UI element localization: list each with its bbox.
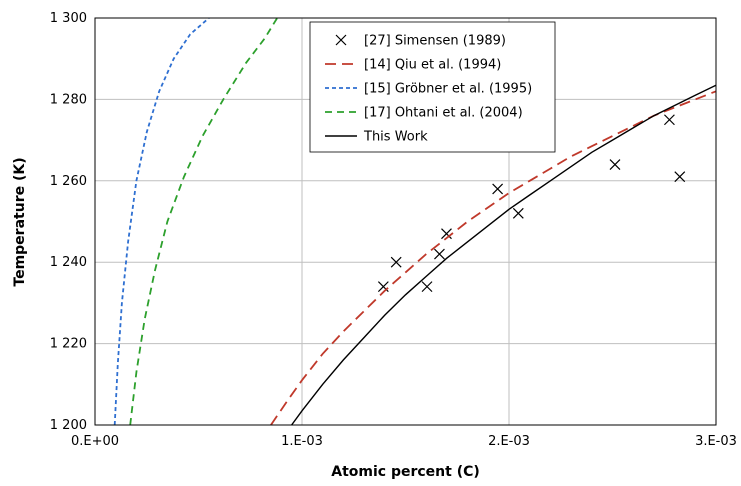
- y-tick-label: 1 200: [50, 418, 87, 433]
- x-tick-label: 0.E+00: [71, 434, 119, 449]
- data-point-marker: [512, 207, 524, 219]
- series-line: [129, 18, 278, 425]
- y-tick-label: 1 220: [50, 337, 87, 352]
- legend-marker: [335, 34, 347, 46]
- data-point-marker: [674, 171, 686, 183]
- series-layer: [113, 18, 716, 425]
- legend-label: [27] Simensen (1989): [364, 34, 506, 49]
- legend-box: [309, 21, 556, 153]
- legend-label: [15] Gröbner et al. (1995): [364, 82, 532, 97]
- x-tick-label: 1.E-03: [281, 434, 323, 449]
- y-tick-label: 1 260: [50, 174, 87, 189]
- legend-label: [14] Qiu et al. (1994): [364, 58, 501, 73]
- data-point-marker: [441, 228, 452, 240]
- data-point-marker: [421, 281, 433, 293]
- data-point-marker: [664, 114, 675, 126]
- y-tick-label: 1 300: [50, 11, 87, 26]
- legend: [27] Simensen (1989) [14] Qiu et al. (199…: [309, 21, 556, 153]
- legend-label: [17] Ohtani et al. (2004): [364, 106, 523, 121]
- data-point-marker: [377, 281, 389, 293]
- y-tick-label: 1 240: [50, 255, 87, 270]
- data-point-marker: [609, 159, 621, 170]
- tick-labels: 1 200 1 220 1 240 1 260 1 280 1 300 0.E+00 1.E-…: [50, 11, 737, 449]
- series-line: [270, 90, 716, 425]
- x-tick-label: 3.E-03: [695, 434, 737, 449]
- legend-label: This Work: [363, 130, 428, 145]
- series-line: [113, 18, 210, 425]
- x-tick-label: 2.E-03: [488, 434, 530, 449]
- plot-frame: [94, 17, 717, 426]
- y-axis-title: Temperature (K): [12, 157, 28, 286]
- plot-area: [113, 18, 716, 425]
- x-axis-title: Atomic percent (C): [331, 464, 480, 480]
- data-point-marker: [390, 256, 402, 268]
- y-tick-label: 1 280: [50, 92, 87, 107]
- data-point-marker: [492, 183, 504, 195]
- data-point-marker: [434, 248, 445, 260]
- series-line: [291, 84, 716, 425]
